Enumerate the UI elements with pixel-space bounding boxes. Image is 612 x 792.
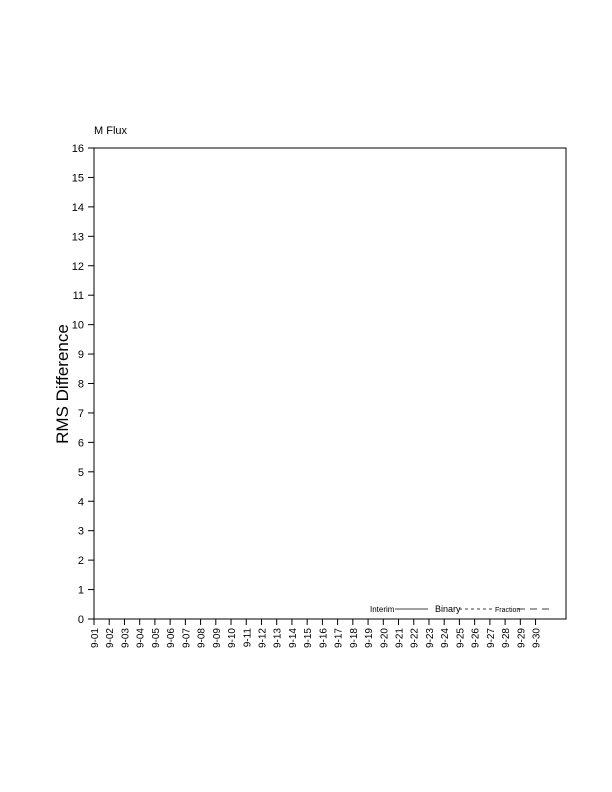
x-tick-label: 9-09 [212,628,223,648]
x-tick-label: 9-18 [349,628,360,648]
y-tick-label: 3 [78,526,84,538]
legend-label: Fraction [495,607,520,614]
x-tick-label: 9-13 [273,628,284,648]
x-tick-label: 9-05 [151,628,162,648]
x-tick-label: 9-27 [486,628,497,648]
x-tick-label: 9-14 [288,628,299,648]
y-tick-label: 14 [72,202,84,214]
y-tick-label: 7 [78,408,84,420]
y-tick-label: 13 [72,231,84,243]
plot-frame [93,147,567,620]
y-tick-label: 8 [78,379,84,391]
x-tick-label: 9-04 [136,628,147,648]
x-tick-label: 9-16 [318,628,329,648]
y-tick-label: 1 [78,585,84,597]
x-tick-label: 9-11 [242,628,253,648]
x-axis: 9-01 9-02 9-03 9-04 9-05 9-06 9-07 9-08 9-09 9-10… [90,619,543,648]
legend: Interim Binary Fraction [370,604,553,614]
y-tick-label: 0 [78,614,84,626]
y-tick-label: 2 [78,555,84,567]
x-tick-label: 9-20 [379,628,390,648]
y-tick-label: 4 [78,496,84,508]
y-tick-label: 11 [73,290,84,302]
x-tick-label: 9-25 [455,628,466,648]
y-tick-label: 12 [72,261,84,273]
x-tick-label: 9-23 [425,628,436,648]
x-tick-label: 9-22 [410,628,421,648]
x-tick-label: 9-30 [532,628,543,648]
y-tick-label: 5 [78,467,84,479]
x-tick-label: 9-12 [257,628,268,648]
x-tick-label: 9-17 [334,628,345,648]
y-tick-label: 9 [78,349,84,361]
x-tick-label: 9-08 [197,628,208,648]
x-tick-label: 9-06 [166,628,177,648]
x-tick-label: 9-15 [303,628,314,648]
x-tick-label: 9-02 [105,628,116,648]
x-tick-label: 9-03 [120,628,131,648]
x-tick-label: 9-21 [395,628,406,648]
y-tick-label: 6 [78,437,84,449]
legend-label: Interim [370,605,395,614]
x-tick-label: 9-10 [227,628,238,648]
chart-title: M Flux [94,125,128,137]
y-tick-label: 10 [72,320,84,332]
x-tick-label: 9-29 [516,628,527,648]
y-tick-label: 16 [72,143,84,155]
x-tick-label: 9-26 [471,628,482,648]
x-tick-label: 9-24 [440,628,451,648]
legend-label: Binary [435,604,461,614]
x-tick-label: 9-19 [364,628,375,648]
x-tick-label: 9-01 [90,628,101,648]
x-tick-label: 9-07 [181,628,192,648]
y-axis-label: RMS Difference [53,324,72,444]
x-tick-label: 9-28 [501,628,512,648]
y-tick-label: 15 [72,172,84,184]
